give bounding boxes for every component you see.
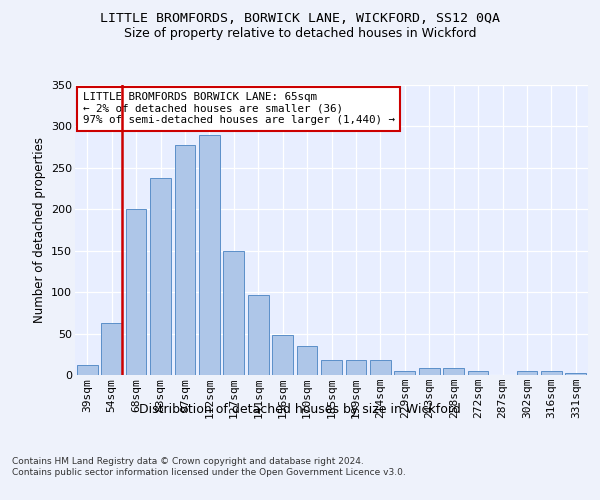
Bar: [272, 335, 293, 375]
Bar: [175, 146, 196, 375]
Bar: [248, 294, 269, 375]
Text: Contains HM Land Registry data © Crown copyright and database right 2024.
Contai: Contains HM Land Registry data © Crown c…: [12, 458, 406, 477]
Text: LITTLE BROMFORDS BORWICK LANE: 65sqm
← 2% of detached houses are smaller (36)
97: LITTLE BROMFORDS BORWICK LANE: 65sqm ← 2…: [83, 92, 395, 126]
Bar: [541, 371, 562, 375]
Text: LITTLE BROMFORDS, BORWICK LANE, WICKFORD, SS12 0QA: LITTLE BROMFORDS, BORWICK LANE, WICKFORD…: [100, 12, 500, 26]
Bar: [199, 134, 220, 375]
Bar: [394, 371, 415, 375]
Bar: [419, 368, 440, 375]
Bar: [321, 360, 342, 375]
Y-axis label: Number of detached properties: Number of detached properties: [32, 137, 46, 323]
Text: Distribution of detached houses by size in Wickford: Distribution of detached houses by size …: [139, 402, 461, 415]
Text: Size of property relative to detached houses in Wickford: Size of property relative to detached ho…: [124, 28, 476, 40]
Bar: [150, 178, 171, 375]
Bar: [467, 371, 488, 375]
Bar: [296, 346, 317, 375]
Bar: [125, 210, 146, 375]
Bar: [370, 360, 391, 375]
Bar: [101, 323, 122, 375]
Bar: [77, 365, 98, 375]
Bar: [346, 360, 367, 375]
Bar: [223, 250, 244, 375]
Bar: [443, 368, 464, 375]
Bar: [517, 371, 538, 375]
Bar: [565, 372, 586, 375]
